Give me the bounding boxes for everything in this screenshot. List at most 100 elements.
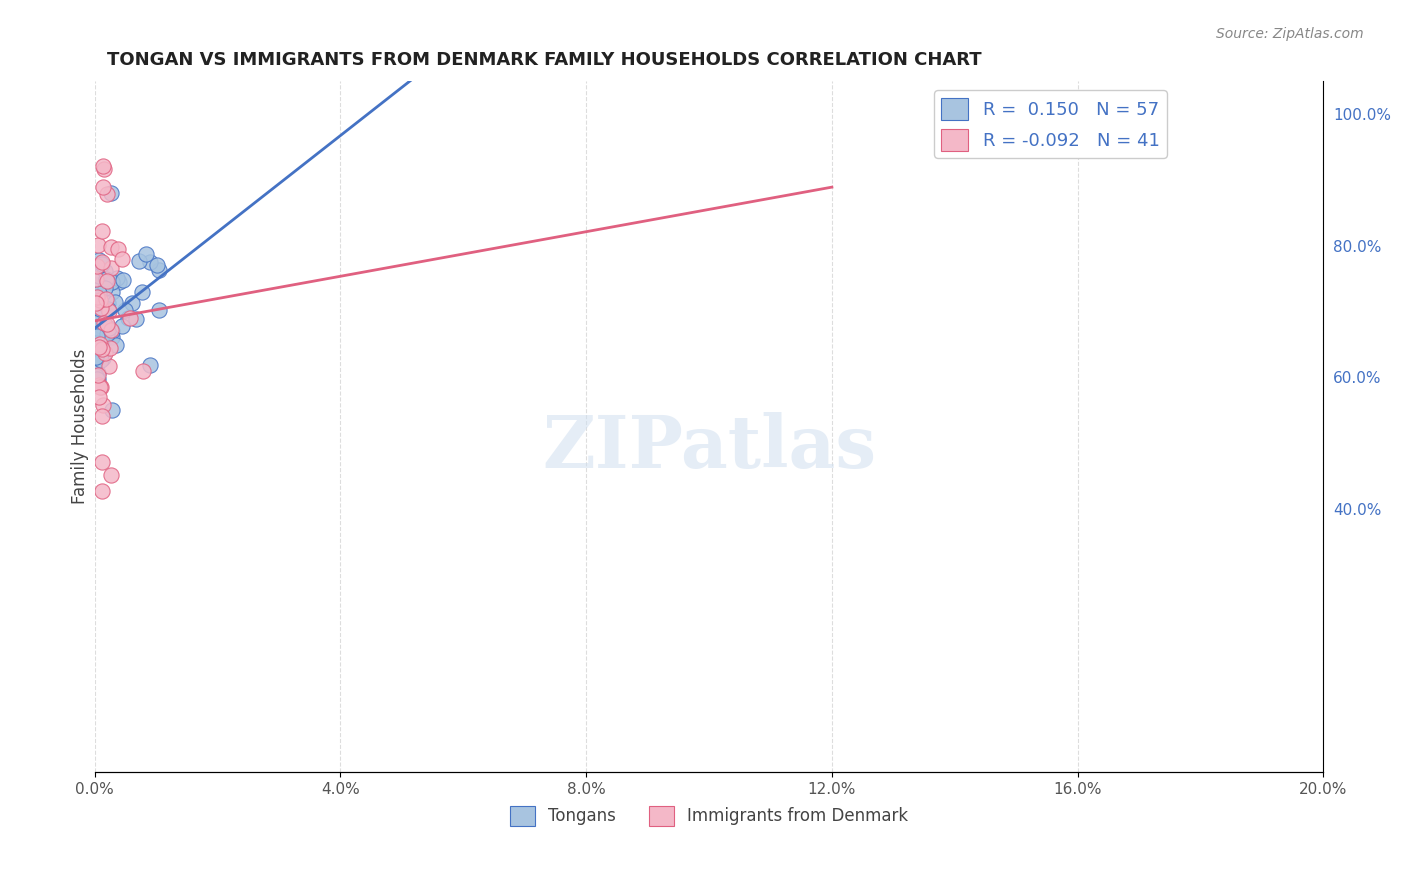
Immigrants from Denmark xyxy=(90,301,112,316)
Tongans xyxy=(87,366,110,380)
Immigrants from Denmark xyxy=(90,380,112,394)
Tongans xyxy=(101,275,124,289)
Immigrants from Denmark xyxy=(93,316,115,330)
Tongans xyxy=(112,273,135,287)
Immigrants from Denmark xyxy=(98,359,121,373)
Tongans xyxy=(100,186,122,201)
Immigrants from Denmark xyxy=(100,240,122,254)
Tongans xyxy=(94,264,117,278)
Tongans xyxy=(114,303,136,318)
Tongans xyxy=(108,275,131,289)
Tongans xyxy=(89,301,111,316)
Immigrants from Denmark xyxy=(96,187,118,202)
Immigrants from Denmark xyxy=(84,295,107,310)
Immigrants from Denmark xyxy=(100,323,122,337)
Tongans xyxy=(84,358,107,372)
Tongans xyxy=(96,326,118,341)
Immigrants from Denmark xyxy=(100,260,122,275)
Tongans xyxy=(125,311,148,326)
Tongans xyxy=(94,281,117,295)
Tongans xyxy=(84,278,107,293)
Immigrants from Denmark xyxy=(90,224,112,238)
Tongans xyxy=(86,372,108,386)
Immigrants from Denmark xyxy=(96,317,118,331)
Tongans xyxy=(87,372,110,386)
Immigrants from Denmark xyxy=(89,337,111,351)
Immigrants from Denmark xyxy=(84,272,107,286)
Tongans xyxy=(131,285,153,299)
Tongans xyxy=(97,302,120,317)
Immigrants from Denmark xyxy=(89,340,111,354)
Immigrants from Denmark xyxy=(87,238,110,252)
Tongans xyxy=(128,253,150,268)
Immigrants from Denmark xyxy=(91,398,114,412)
Tongans xyxy=(138,254,160,268)
Tongans xyxy=(98,321,121,335)
Tongans xyxy=(91,314,114,328)
Tongans xyxy=(100,285,122,300)
Immigrants from Denmark xyxy=(111,252,134,267)
Tongans xyxy=(84,293,107,308)
Tongans xyxy=(104,294,127,309)
Immigrants from Denmark xyxy=(98,304,121,318)
Tongans xyxy=(90,257,112,271)
Immigrants from Denmark xyxy=(90,255,112,269)
Tongans xyxy=(117,311,139,326)
Immigrants from Denmark xyxy=(87,368,110,383)
Tongans xyxy=(139,358,162,372)
Immigrants from Denmark xyxy=(93,179,115,194)
Text: Source: ZipAtlas.com: Source: ZipAtlas.com xyxy=(1216,27,1364,41)
Legend: Tongans, Immigrants from Denmark: Tongans, Immigrants from Denmark xyxy=(503,799,915,833)
Immigrants from Denmark xyxy=(87,378,110,392)
Immigrants from Denmark xyxy=(87,390,110,404)
Immigrants from Denmark xyxy=(90,455,112,469)
Y-axis label: Family Households: Family Households xyxy=(72,349,89,504)
Immigrants from Denmark xyxy=(100,342,122,356)
Tongans xyxy=(94,271,117,285)
Tongans xyxy=(148,262,170,277)
Tongans xyxy=(87,285,110,300)
Tongans xyxy=(86,329,108,343)
Tongans xyxy=(90,318,112,333)
Tongans xyxy=(100,329,122,343)
Tongans xyxy=(90,352,112,367)
Immigrants from Denmark xyxy=(107,242,129,256)
Tongans xyxy=(87,253,110,268)
Tongans xyxy=(90,333,112,347)
Tongans xyxy=(135,246,157,260)
Immigrants from Denmark xyxy=(93,162,115,177)
Immigrants from Denmark xyxy=(100,467,122,482)
Tongans xyxy=(100,403,122,417)
Immigrants from Denmark xyxy=(96,274,118,288)
Immigrants from Denmark xyxy=(90,343,112,357)
Tongans xyxy=(111,319,134,334)
Tongans xyxy=(84,350,107,364)
Immigrants from Denmark xyxy=(96,292,118,306)
Immigrants from Denmark xyxy=(86,290,108,304)
Immigrants from Denmark xyxy=(86,259,108,273)
Tongans xyxy=(86,301,108,316)
Tongans xyxy=(97,326,120,340)
Immigrants from Denmark xyxy=(89,293,111,307)
Tongans xyxy=(87,269,110,284)
Tongans xyxy=(121,296,143,310)
Tongans xyxy=(93,351,115,365)
Tongans xyxy=(146,258,169,272)
Tongans xyxy=(101,324,124,338)
Immigrants from Denmark xyxy=(132,364,155,378)
Tongans xyxy=(148,302,170,317)
Text: TONGAN VS IMMIGRANTS FROM DENMARK FAMILY HOUSEHOLDS CORRELATION CHART: TONGAN VS IMMIGRANTS FROM DENMARK FAMILY… xyxy=(107,51,981,69)
Tongans xyxy=(86,321,108,335)
Tongans xyxy=(87,315,110,329)
Immigrants from Denmark xyxy=(89,380,111,394)
Immigrants from Denmark xyxy=(90,484,112,499)
Immigrants from Denmark xyxy=(90,409,112,423)
Tongans xyxy=(105,338,128,352)
Tongans xyxy=(97,296,120,310)
Immigrants from Denmark xyxy=(91,159,114,173)
Immigrants from Denmark xyxy=(93,346,115,360)
Tongans xyxy=(107,271,129,285)
Tongans xyxy=(89,337,111,351)
Tongans xyxy=(90,347,112,361)
Immigrants from Denmark xyxy=(120,310,142,325)
